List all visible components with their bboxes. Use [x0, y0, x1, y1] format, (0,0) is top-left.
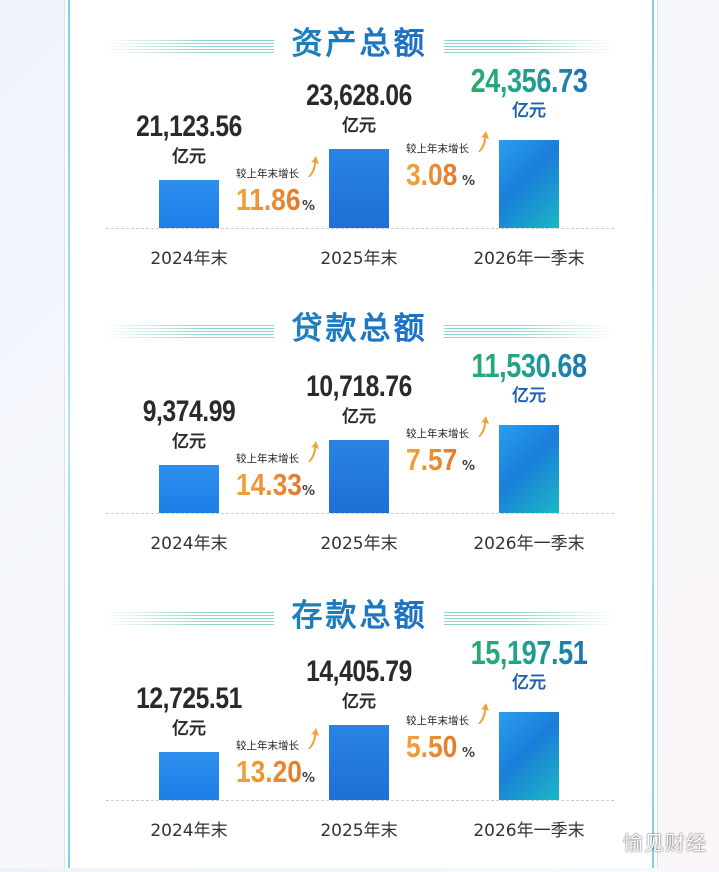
growth-value: 5.50 — [406, 729, 458, 764]
percent-sign: % — [462, 459, 476, 474]
unit-label: 亿元 — [342, 692, 376, 712]
unit-label: 亿元 — [512, 386, 546, 406]
content-panel — [64, 0, 658, 868]
data-label: 9,374.99 — [142, 395, 236, 428]
x-tick-label: 2026年一季末 — [473, 821, 585, 841]
data-label: 10,718.76 — [306, 370, 412, 403]
percent-sign: % — [462, 174, 476, 189]
up-arrow-icon — [478, 703, 489, 724]
unit-label: 亿元 — [512, 101, 546, 121]
data-label: 11,530.68 — [447, 347, 611, 385]
title-stripe-right — [444, 612, 614, 626]
growth-value: 14.33 — [236, 467, 302, 502]
unit-label: 亿元 — [342, 407, 376, 427]
x-tick-label: 2026年一季末 — [473, 534, 585, 554]
growth-label: 较上年末增长 — [406, 428, 469, 440]
title-stripe-right — [444, 325, 614, 339]
x-tick-label: 2024年末 — [150, 534, 228, 554]
chart-title: 贷款总额 — [0, 309, 719, 349]
percent-sign: % — [302, 771, 316, 786]
percent-sign: % — [302, 484, 316, 499]
bar — [499, 140, 559, 228]
growth-label: 较上年末增长 — [406, 715, 469, 727]
up-arrow-icon — [308, 728, 319, 749]
up-arrow-icon — [308, 156, 319, 177]
growth-label: 较上年末增长 — [236, 168, 299, 180]
x-tick-label: 2026年一季末 — [473, 249, 585, 269]
up-arrow-icon — [478, 416, 489, 437]
growth-value: 7.57 — [406, 442, 458, 477]
growth-label: 较上年末增长 — [236, 740, 299, 752]
unit-label: 亿元 — [342, 116, 376, 136]
data-label: 24,356.73 — [447, 62, 611, 100]
data-label: 21,123.56 — [136, 110, 242, 143]
unit-label: 亿元 — [172, 147, 206, 167]
title-stripe-left — [104, 325, 274, 339]
baseline — [106, 228, 614, 229]
bar — [159, 180, 219, 228]
x-tick-label: 2024年末 — [150, 249, 228, 269]
bar — [159, 465, 219, 513]
data-label: 23,628.06 — [306, 79, 412, 112]
title-stripe-right — [444, 40, 614, 54]
growth-value: 13.20 — [236, 754, 302, 789]
growth-value: 11.86 — [236, 182, 301, 217]
growth-value: 3.08 — [406, 157, 458, 192]
x-tick-label: 2025年末 — [320, 821, 398, 841]
up-arrow-icon — [308, 441, 319, 462]
bar — [329, 440, 389, 513]
unit-label: 亿元 — [512, 673, 546, 693]
unit-label: 亿元 — [172, 432, 206, 452]
percent-sign: % — [462, 746, 476, 761]
baseline — [106, 800, 614, 801]
chart-section: 贷款总额 9,374.99 亿元 2024年末 10,718.76 亿元 2025年末 11,… — [0, 305, 719, 585]
x-tick-label: 2025年末 — [320, 249, 398, 269]
bar — [499, 712, 559, 800]
up-arrow-icon — [478, 131, 489, 152]
chart-section: 存款总额 12,725.51 亿元 2024年末 14,405.79 亿元 2025年末 15… — [0, 592, 719, 872]
bar — [499, 425, 559, 513]
growth-label: 较上年末增长 — [236, 453, 299, 465]
x-tick-label: 2025年末 — [320, 534, 398, 554]
baseline — [106, 513, 614, 514]
bar — [329, 725, 389, 800]
chart-section: 资产总额 21,123.56 亿元 2024年末 23,628.06 亿元 2025年末 24… — [0, 20, 719, 300]
title-stripe-left — [104, 40, 274, 54]
bar — [159, 752, 219, 800]
chart-title: 资产总额 — [0, 24, 719, 64]
bar — [329, 149, 389, 228]
data-label: 12,725.51 — [136, 682, 242, 715]
data-label: 15,197.51 — [447, 634, 611, 672]
chart-title: 存款总额 — [0, 596, 719, 636]
unit-label: 亿元 — [172, 719, 206, 739]
data-label: 14,405.79 — [306, 655, 412, 688]
watermark: 愉见财经 — [623, 831, 707, 855]
percent-sign: % — [302, 199, 316, 214]
growth-label: 较上年末增长 — [406, 143, 469, 155]
x-tick-label: 2024年末 — [150, 821, 228, 841]
title-stripe-left — [104, 612, 274, 626]
